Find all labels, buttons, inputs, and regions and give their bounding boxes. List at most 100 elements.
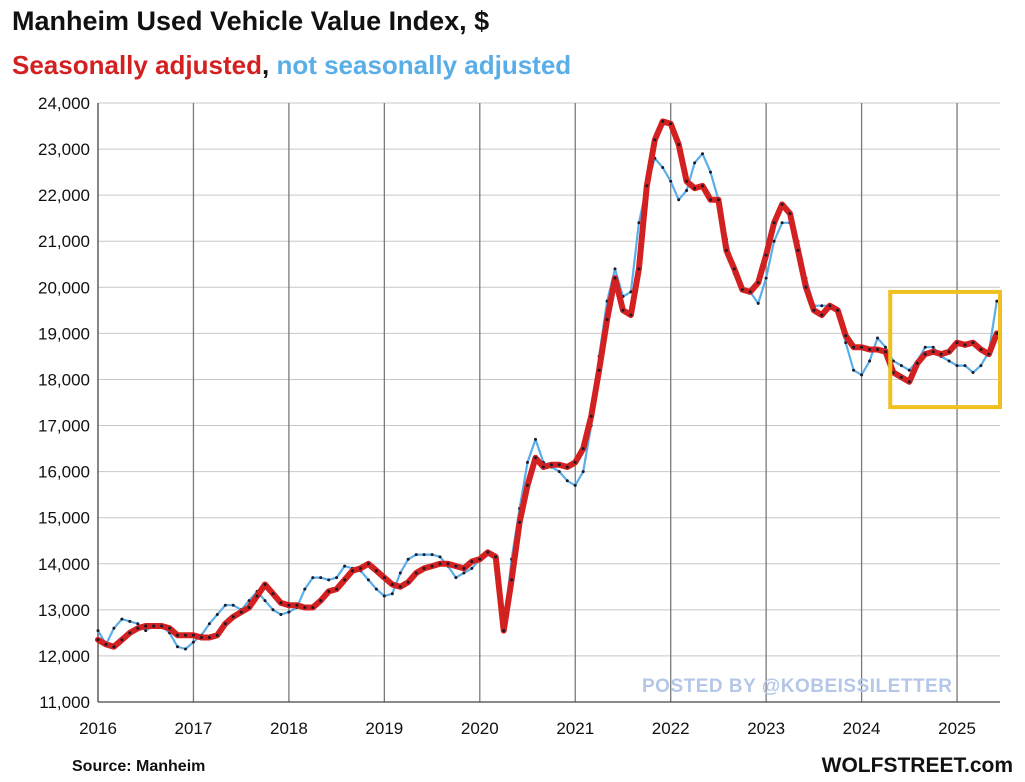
seasonal-line-point bbox=[605, 318, 609, 322]
seasonal-line-point bbox=[939, 352, 943, 356]
not-seasonal-line-point bbox=[820, 304, 824, 308]
seasonal-line-point bbox=[780, 202, 784, 206]
seasonal-line-point bbox=[366, 562, 370, 566]
seasonal-line-point bbox=[462, 566, 466, 570]
seasonal-line-point bbox=[144, 624, 148, 628]
seasonal-line-point bbox=[510, 578, 514, 582]
not-seasonal-line-point bbox=[343, 564, 347, 568]
x-tick-label: 2016 bbox=[79, 719, 117, 738]
not-seasonal-line-point bbox=[907, 368, 911, 372]
seasonal-line-point bbox=[724, 248, 728, 252]
seasonal-line-point bbox=[804, 285, 808, 289]
seasonal-line-point bbox=[430, 564, 434, 568]
not-seasonal-line-point bbox=[955, 364, 959, 368]
seasonal-line-point bbox=[979, 348, 983, 351]
seasonal-line-point bbox=[152, 624, 156, 628]
seasonal-line-point bbox=[359, 566, 362, 570]
not-seasonal-line-point bbox=[223, 603, 227, 607]
x-tick-label: 2023 bbox=[747, 719, 785, 738]
seasonal-line-point bbox=[677, 143, 681, 146]
seasonal-line-point bbox=[128, 631, 132, 635]
not-seasonal-line-point bbox=[215, 613, 219, 616]
not-seasonal-line-point bbox=[128, 619, 132, 623]
tick-labels: 11,000 12,000 13,000 14,000 15,000 16,000 17,0… bbox=[38, 94, 976, 738]
seasonal-line-point bbox=[613, 276, 617, 280]
seasonal-line-point bbox=[406, 580, 410, 584]
seasonal-line-point bbox=[836, 308, 840, 312]
seasonal-line-point bbox=[621, 308, 625, 312]
seasonal-line-point bbox=[176, 633, 179, 637]
not-seasonal-line-point bbox=[979, 364, 983, 368]
not-seasonal-line-point bbox=[231, 603, 235, 607]
seasonal-line-point bbox=[398, 585, 402, 589]
seasonal-line-point bbox=[693, 186, 697, 190]
seasonal-line-point bbox=[907, 380, 911, 384]
seasonal-line-point bbox=[168, 626, 172, 630]
not-seasonal-line-point bbox=[557, 470, 561, 474]
not-seasonal-line-point bbox=[629, 290, 633, 294]
seasonal-line-point bbox=[661, 119, 665, 123]
seasonal-line-point bbox=[955, 341, 959, 345]
seasonal-line-point bbox=[287, 603, 291, 607]
seasonal-line-point bbox=[915, 361, 919, 365]
seasonal-line-point bbox=[772, 221, 776, 225]
seasonal-line-point bbox=[518, 520, 522, 524]
seasonal-line-point bbox=[438, 562, 442, 566]
y-tick-label: 16,000 bbox=[38, 463, 90, 482]
seasonal-line-point bbox=[828, 304, 832, 308]
seasonal-line-point bbox=[295, 603, 299, 607]
not-seasonal-line-point bbox=[303, 587, 307, 591]
seasonal-line-point bbox=[422, 566, 426, 570]
not-seasonal-line-point bbox=[963, 364, 967, 368]
not-seasonal-line-point bbox=[876, 336, 879, 340]
not-seasonal-line-point bbox=[390, 592, 394, 596]
seasonal-line-point bbox=[812, 308, 816, 312]
x-tick-label: 2025 bbox=[938, 719, 976, 738]
seasonal-line-point bbox=[645, 184, 649, 188]
seasonal-line-point bbox=[541, 465, 545, 469]
not-seasonal-line-point bbox=[327, 578, 331, 582]
seasonal-line-point bbox=[788, 212, 792, 216]
not-seasonal-line-point bbox=[422, 553, 426, 557]
not-seasonal-line-point bbox=[565, 479, 569, 483]
series-lines bbox=[95, 118, 1000, 651]
seasonal-line-point bbox=[796, 248, 800, 252]
seasonal-line-point bbox=[995, 331, 999, 335]
not-seasonal-line-point bbox=[335, 576, 339, 580]
not-seasonal-line-point bbox=[995, 299, 999, 303]
seasonal-line-point bbox=[732, 267, 736, 271]
not-seasonal-line-point bbox=[454, 576, 458, 580]
not-seasonal-line-point bbox=[263, 599, 267, 603]
subtitle-not-seasonal-label: not seasonally adjusted bbox=[276, 50, 572, 80]
not-seasonal-line-point bbox=[287, 610, 291, 614]
not-seasonal-line-point bbox=[685, 189, 689, 192]
not-seasonal-line-point bbox=[112, 626, 116, 630]
seasonal-line-point bbox=[756, 281, 760, 285]
not-seasonal-line-group bbox=[96, 152, 999, 651]
seasonal-line-point bbox=[160, 624, 164, 628]
seasonal-line-point bbox=[486, 550, 490, 554]
y-tick-label: 11,000 bbox=[39, 693, 90, 712]
seasonal-line-point bbox=[748, 290, 752, 294]
not-seasonal-line-point bbox=[398, 571, 402, 575]
not-seasonal-line-point bbox=[462, 571, 466, 575]
seasonal-line-point bbox=[327, 589, 331, 593]
not-seasonal-line-point bbox=[637, 221, 641, 225]
seasonal-line-point bbox=[502, 629, 506, 633]
seasonal-line-point bbox=[963, 343, 967, 347]
seasonal-line-point bbox=[279, 601, 283, 605]
seasonal-line-point bbox=[231, 615, 235, 619]
seasonal-line-point bbox=[136, 626, 140, 630]
not-seasonal-line-point bbox=[756, 301, 760, 305]
seasonal-line-point bbox=[685, 179, 689, 183]
not-seasonal-line-point bbox=[780, 221, 784, 225]
not-seasonal-line-point bbox=[669, 179, 673, 183]
y-tick-label: 19,000 bbox=[38, 324, 90, 343]
seasonal-line-point bbox=[382, 576, 386, 580]
seasonal-line-point bbox=[526, 483, 529, 487]
seasonal-line-point bbox=[343, 578, 347, 582]
y-tick-label: 22,000 bbox=[38, 186, 90, 205]
seasonal-line-point bbox=[669, 122, 673, 126]
seasonal-line-point bbox=[844, 334, 848, 338]
seasonal-line-point bbox=[820, 313, 824, 317]
